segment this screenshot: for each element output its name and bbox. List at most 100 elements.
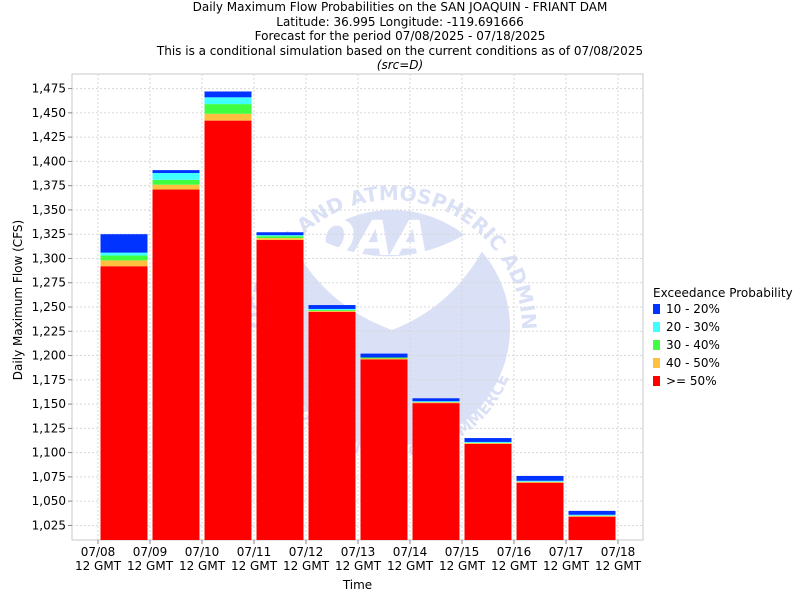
bar-segment <box>100 255 148 261</box>
y-tick-label: 1,050 <box>32 494 66 508</box>
chart-subtitle-conditions: This is a conditional simulation based o… <box>156 43 644 58</box>
bar-segment <box>152 189 200 540</box>
x-tick-label-time: 12 GMT <box>543 559 590 573</box>
bar-segment <box>256 236 304 239</box>
y-tick-label: 1,450 <box>32 106 66 120</box>
legend-label: 40 - 50% <box>666 356 720 370</box>
bar-segment <box>204 91 252 98</box>
bar-segment <box>100 234 148 253</box>
x-tick-label-date: 07/18 <box>601 545 636 559</box>
x-tick-label-time: 12 GMT <box>387 559 434 573</box>
legend-item: >= 50% <box>653 372 793 390</box>
bar-segment <box>256 238 304 241</box>
bar-segment <box>516 480 564 482</box>
x-tick-label-time: 12 GMT <box>283 559 330 573</box>
bar-segment <box>256 232 304 236</box>
x-tick-label-time: 12 GMT <box>231 559 278 573</box>
bar-segment <box>412 402 460 404</box>
chart-bars <box>100 91 616 540</box>
y-tick-label: 1,475 <box>32 82 66 96</box>
x-tick-label-date: 07/10 <box>185 545 220 559</box>
bar-segment <box>100 252 148 256</box>
bar-segment <box>256 235 304 237</box>
bar-segment <box>360 353 408 358</box>
y-tick-label: 1,175 <box>32 373 66 387</box>
y-axis-title: Daily Maximum Flow (CFS) <box>11 219 25 381</box>
bar-segment <box>204 104 252 114</box>
y-tick-label: 1,075 <box>32 470 66 484</box>
bar-segment <box>412 398 460 402</box>
legend-item: 10 - 20% <box>653 300 793 318</box>
bar-segment <box>516 482 564 540</box>
y-tick-label: 1,250 <box>32 300 66 314</box>
y-tick-label: 1,325 <box>32 227 66 241</box>
legend-swatch <box>653 376 660 386</box>
legend-title: Exceedance Probability <box>653 286 793 300</box>
bar-segment <box>308 309 356 311</box>
legend-label: 30 - 40% <box>666 338 720 352</box>
legend-label: 20 - 30% <box>666 320 720 334</box>
legend-swatch <box>653 304 660 314</box>
bar-segment <box>152 173 200 180</box>
chart-axes: 1,025 1,050 1,075 1,100 1,125 1,150 1,175 1,200… <box>32 82 642 573</box>
bar-segment <box>100 266 148 540</box>
x-tick-label-date: 07/15 <box>445 545 480 559</box>
bar-segment <box>464 441 512 443</box>
bar-segment <box>152 184 200 190</box>
legend-label: >= 50% <box>666 374 717 388</box>
x-tick-label-date: 07/13 <box>341 545 376 559</box>
bar-segment <box>308 311 356 540</box>
legend-item: 40 - 50% <box>653 354 793 372</box>
y-tick-label: 1,025 <box>32 518 66 532</box>
legend-swatch <box>653 340 660 350</box>
y-tick-label: 1,150 <box>32 397 66 411</box>
chart-subtitle-location: Latitude: 36.995 Longitude: -119.691666 <box>276 14 524 29</box>
y-tick-label: 1,425 <box>32 130 66 144</box>
chart-grid <box>71 73 644 541</box>
bar-segment <box>308 305 356 309</box>
y-tick-label: 1,100 <box>32 446 66 460</box>
legend-items: 10 - 20% 20 - 30% 30 - 40% 40 - 50% >= 50% <box>653 300 793 390</box>
bar-segment <box>204 113 252 121</box>
bar-segment <box>204 97 252 105</box>
bar-segment <box>152 170 200 174</box>
x-tick-label-time: 12 GMT <box>491 559 538 573</box>
legend-item: 20 - 30% <box>653 318 793 336</box>
bar-segment <box>256 240 304 540</box>
legend-label: 10 - 20% <box>666 302 720 316</box>
x-tick-label-time: 12 GMT <box>439 559 486 573</box>
bar-segment <box>360 359 408 540</box>
bar-segment <box>308 310 356 312</box>
bar-segment <box>412 403 460 540</box>
chart-title: Daily Maximum Flow Probabilities on the … <box>192 0 608 14</box>
bar-segment <box>568 515 616 517</box>
bar-segment <box>360 358 408 360</box>
noaa-logo-seagull <box>280 210 500 330</box>
y-tick-label: 1,375 <box>32 179 66 193</box>
y-tick-label: 1,225 <box>32 324 66 338</box>
bar-segment <box>100 260 148 267</box>
x-tick-label-date: 07/12 <box>289 545 324 559</box>
bar-segment <box>464 438 512 442</box>
bar-segment <box>516 475 564 481</box>
bar-segment <box>516 481 564 483</box>
x-axis-title: Time <box>342 578 373 592</box>
y-tick-label: 1,200 <box>32 349 66 363</box>
legend-swatch <box>653 322 660 332</box>
x-tick-label-date: 07/17 <box>549 545 584 559</box>
y-tick-label: 1,125 <box>32 421 66 435</box>
y-tick-label: 1,300 <box>32 251 66 265</box>
x-tick-label-time: 12 GMT <box>595 559 642 573</box>
chart-subtitle-period: Forecast for the period 07/08/2025 - 07/… <box>254 29 546 44</box>
chart-title-block: Daily Maximum Flow Probabilities on the … <box>0 0 800 73</box>
x-tick-label-date: 07/16 <box>497 545 532 559</box>
chart-source-note: (src=D) <box>376 58 424 73</box>
bar-segment <box>308 308 356 310</box>
legend-swatch <box>653 358 660 368</box>
bar-segment <box>412 401 460 403</box>
bar-segment <box>360 357 408 359</box>
bar-segment <box>568 510 616 515</box>
legend: Exceedance Probability 10 - 20% 20 - 30% 3… <box>653 284 793 390</box>
x-tick-label-date: 07/11 <box>237 545 272 559</box>
